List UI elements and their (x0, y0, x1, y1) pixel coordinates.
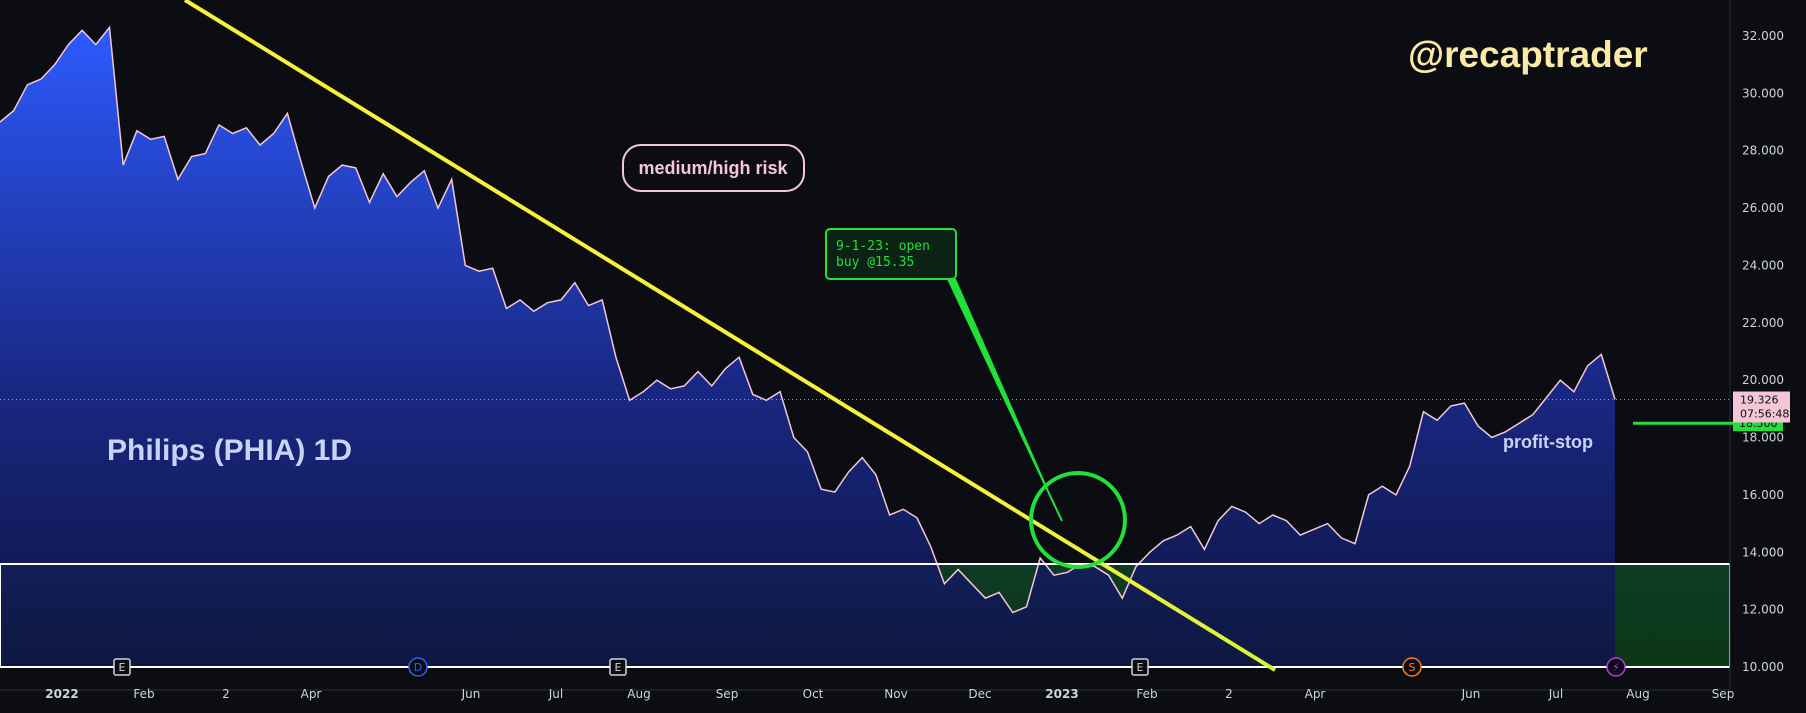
event-markers[interactable]: E D E E S ⚡ (113, 657, 1626, 677)
bar-countdown: 07:56:48 (1740, 408, 1789, 421)
time-tick-label: Apr (301, 687, 322, 701)
time-tick-label: Feb (133, 687, 154, 701)
time-tick-label: Feb (1136, 687, 1157, 701)
time-tick-label: Dec (968, 687, 991, 701)
time-tick-label: Nov (884, 687, 907, 701)
svg-text:D: D (414, 661, 422, 674)
last-price-value: 19.326 (1740, 394, 1779, 407)
price-axis-background (1730, 0, 1806, 713)
price-tick-label: 20.000 (1742, 373, 1784, 387)
event-marker-dividend[interactable]: D (408, 657, 428, 677)
svg-text:S: S (1409, 661, 1416, 674)
price-tick-label: 28.000 (1742, 144, 1784, 158)
event-marker-earnings[interactable]: E (113, 658, 131, 676)
trade-note-line1: 9-1-23: open (836, 239, 930, 254)
price-axis[interactable]: 32.000 30.000 28.000 26.000 24.000 22.000 20.0… (1742, 29, 1784, 674)
price-tick-label: 32.000 (1742, 29, 1784, 43)
time-axis[interactable]: 2022 Feb 2 Apr Jun Jul Aug Sep Oct Nov Dec 2023 Feb 2… (45, 687, 1734, 701)
author-watermark: @recaptrader (1408, 34, 1648, 75)
risk-callout[interactable]: medium/high risk (622, 144, 805, 192)
trade-note-line2: buy @15.35 (836, 255, 914, 270)
trade-note-callout[interactable]: 9-1-23: open buy @15.35 (825, 228, 1063, 522)
time-tick-label: Oct (803, 687, 824, 701)
price-tick-label: 10.000 (1742, 660, 1784, 674)
time-tick-label: 2 (222, 687, 230, 701)
price-tick-label: 14.000 (1742, 545, 1784, 559)
event-marker-split[interactable]: S (1402, 657, 1422, 677)
time-tick-label: Jun (1461, 687, 1481, 701)
price-tick-label: 30.000 (1742, 86, 1784, 100)
time-tick-label: Aug (627, 687, 650, 701)
time-tick-label: Sep (716, 687, 739, 701)
entry-highlight-circle[interactable] (1029, 471, 1127, 569)
time-tick-label: Sep (1712, 687, 1735, 701)
profit-stop-label: profit-stop (1503, 432, 1593, 452)
event-marker-earnings[interactable]: E (609, 658, 627, 676)
price-line (0, 25, 1616, 614)
price-tick-label: 12.000 (1742, 603, 1784, 617)
time-tick-label: Jul (1548, 687, 1563, 701)
last-price-tag: 19.326 07:56:48 (1733, 391, 1790, 423)
time-tick-label: Jul (548, 687, 563, 701)
price-tick-label: 26.000 (1742, 201, 1784, 215)
price-area (0, 27, 1615, 667)
svg-text:E: E (119, 661, 126, 674)
svg-text:E: E (615, 661, 622, 674)
price-tick-label: 18.000 (1742, 431, 1784, 445)
chart-title: Philips (PHIA) 1D (107, 434, 352, 467)
event-marker-event[interactable]: ⚡ (1606, 657, 1626, 677)
downtrend-line[interactable] (183, 0, 1277, 672)
svg-text:⚡: ⚡ (1612, 661, 1620, 674)
price-tick-label: 22.000 (1742, 316, 1784, 330)
time-tick-label: 2023 (1045, 687, 1078, 701)
price-tick-label: 24.000 (1742, 258, 1784, 272)
event-marker-earnings[interactable]: E (1131, 658, 1149, 676)
risk-label: medium/high risk (638, 158, 788, 178)
svg-text:E: E (1137, 661, 1144, 674)
price-tick-label: 16.000 (1742, 488, 1784, 502)
time-tick-label: Aug (1626, 687, 1649, 701)
time-tick-label: Apr (1305, 687, 1326, 701)
time-tick-label: 2022 (45, 687, 78, 701)
time-tick-label: 2 (1225, 687, 1233, 701)
time-tick-label: Jun (461, 687, 481, 701)
